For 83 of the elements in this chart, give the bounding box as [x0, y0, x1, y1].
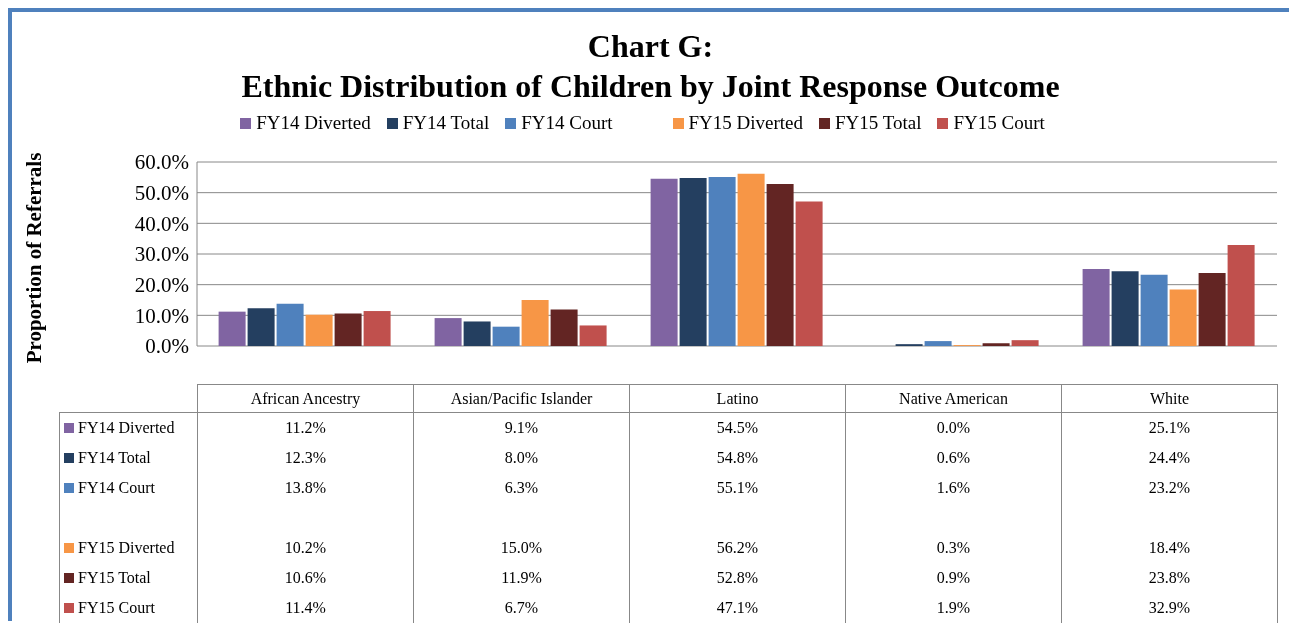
data-label: 0.6% [845, 442, 1062, 473]
bar [679, 177, 707, 346]
data-label: 8.0% [413, 442, 630, 473]
data-label: 10.2% [197, 532, 414, 563]
bar [492, 326, 520, 346]
bar [924, 341, 952, 346]
bar [766, 184, 794, 346]
data-label: 1.9% [845, 592, 1062, 623]
x-tick-label: Asian/Pacific Islander [413, 384, 630, 413]
data-label: 55.1% [629, 472, 846, 503]
bar [550, 309, 578, 346]
legend-label: FY15 Court [953, 112, 1045, 134]
text: FY15 Diverted [78, 538, 175, 556]
x-tick-label: Native American [845, 384, 1062, 413]
bar [1169, 289, 1197, 346]
bar [1082, 269, 1110, 346]
data-label: 9.1% [413, 412, 630, 443]
data-label: 12.3% [197, 442, 414, 473]
bar [650, 178, 678, 346]
text: FY15 Total [78, 568, 151, 586]
bar [708, 177, 736, 346]
data-label: 56.2% [629, 532, 846, 563]
text: FY15 Court [78, 598, 155, 616]
legend-label: FY14 Court [521, 112, 613, 134]
bar [1140, 274, 1168, 346]
legend-label: FY15 Total [835, 112, 922, 134]
bar [982, 343, 1010, 346]
data-label: 6.3% [413, 472, 630, 503]
bar [218, 311, 246, 346]
bar [579, 325, 607, 346]
data-label: 13.8% [197, 472, 414, 503]
data-label: 11.9% [413, 562, 630, 593]
data-label: 15.0% [413, 532, 630, 563]
data-label: 1.6% [845, 472, 1062, 503]
bar [463, 321, 491, 346]
data-label: 54.8% [629, 442, 846, 473]
data-label: 47.1% [629, 592, 846, 623]
text: FY14 Court [78, 478, 155, 496]
data-label: 25.1% [1061, 412, 1278, 443]
bar [1011, 340, 1039, 346]
bar [434, 318, 462, 346]
legend-label: FY14 Total [402, 112, 490, 134]
bar [1111, 271, 1139, 346]
y-tick-label: 30.0% [134, 242, 189, 267]
bar [1227, 245, 1255, 346]
data-label: 0.3% [845, 532, 1062, 563]
y-tick-label: 10.0% [134, 303, 189, 328]
x-tick-label: African Ancestry [197, 384, 414, 413]
legend-label: FY14 Diverted [256, 112, 371, 134]
bar [363, 311, 391, 346]
data-label: 23.8% [1061, 562, 1278, 593]
y-tick-label: 40.0% [134, 211, 189, 236]
bar [1198, 273, 1226, 346]
data-label: 6.7% [413, 592, 630, 623]
data-label: 18.4% [1061, 532, 1278, 563]
y-tick-label: 60.0% [134, 150, 189, 175]
bar [795, 201, 823, 346]
text: FY14 Total [78, 448, 151, 466]
data-label: 24.4% [1061, 442, 1278, 473]
y-axis-title: Proportion of Referrals [21, 152, 47, 364]
y-tick-label: 50.0% [134, 181, 189, 206]
bar [247, 308, 275, 346]
data-label: 32.9% [1061, 592, 1278, 623]
bar [334, 313, 362, 346]
y-tick-label: 0.0% [145, 334, 189, 359]
legend-label: FY15 Diverted [688, 112, 804, 134]
data-label: 23.2% [1061, 472, 1278, 503]
data-label: 0.9% [845, 562, 1062, 593]
bar [305, 314, 333, 346]
chart-title: Chart G: Ethnic Distribution of Children by Joint Response Outcome [240, 27, 1061, 106]
data-label: 52.8% [629, 562, 846, 593]
text: FY14 Diverted [78, 418, 175, 436]
data-label: 11.2% [197, 412, 414, 443]
data-label: 10.6% [197, 562, 414, 593]
bar [276, 303, 304, 346]
x-tick-label: Latino [629, 384, 846, 413]
data-label: 11.4% [197, 592, 414, 623]
y-tick-label: 20.0% [134, 273, 189, 298]
bar [521, 300, 549, 346]
bar [737, 173, 765, 346]
data-label: 54.5% [629, 412, 846, 443]
x-tick-label: White [1061, 384, 1278, 413]
data-label: 0.0% [845, 412, 1062, 443]
